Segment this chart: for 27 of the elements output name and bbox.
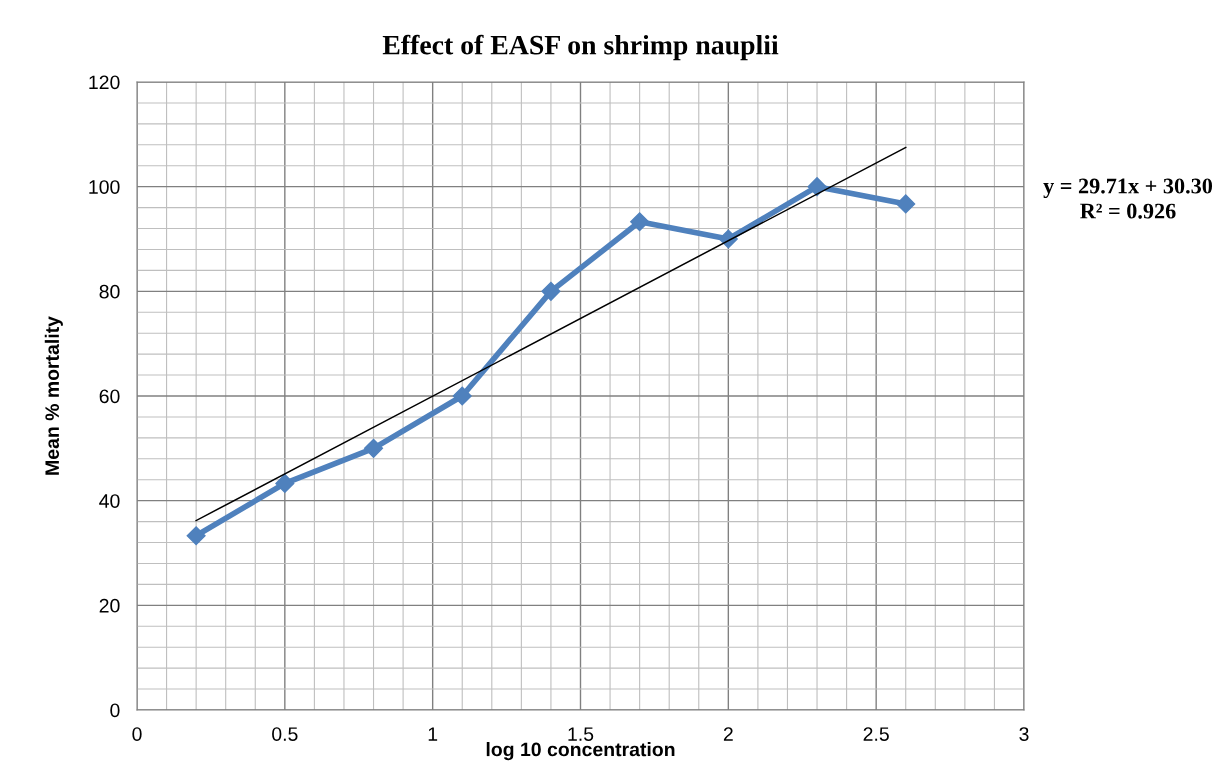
point bbox=[541, 281, 561, 301]
x-tick-label: 2 bbox=[723, 727, 733, 741]
x-tick-label: 1.5 bbox=[568, 727, 594, 741]
x-tick-label: 0 bbox=[132, 727, 142, 741]
point bbox=[275, 473, 295, 493]
y-tick-label: 20 bbox=[99, 598, 120, 613]
y-tick-label: 60 bbox=[99, 389, 120, 404]
point bbox=[896, 194, 916, 214]
y-tick-label: 80 bbox=[99, 284, 120, 299]
y-tick-label: 40 bbox=[99, 494, 120, 508]
x-tick-label: 1 bbox=[428, 727, 438, 741]
point bbox=[363, 438, 384, 458]
x-axis-title: log 10 concentration bbox=[486, 742, 675, 761]
point bbox=[186, 526, 206, 546]
y-axis-title: Mean % mortality bbox=[44, 316, 63, 475]
y-tick-label: 100 bbox=[89, 180, 120, 194]
text: y = 29.71x + 30.30 bbox=[1043, 178, 1213, 199]
y-tick-label: 0 bbox=[110, 703, 120, 718]
point bbox=[452, 386, 472, 406]
y-tick-label: 120 bbox=[89, 75, 120, 90]
chart-title: Effect of EASF on shrimp nauplii bbox=[382, 34, 779, 61]
x-tick-label: 2.5 bbox=[863, 727, 889, 741]
point bbox=[807, 177, 827, 197]
x-tick-label: 0.5 bbox=[272, 727, 298, 741]
point bbox=[630, 212, 650, 232]
x-tick-label: 3 bbox=[1019, 727, 1029, 741]
text: R² = 0.926 bbox=[1080, 203, 1176, 219]
